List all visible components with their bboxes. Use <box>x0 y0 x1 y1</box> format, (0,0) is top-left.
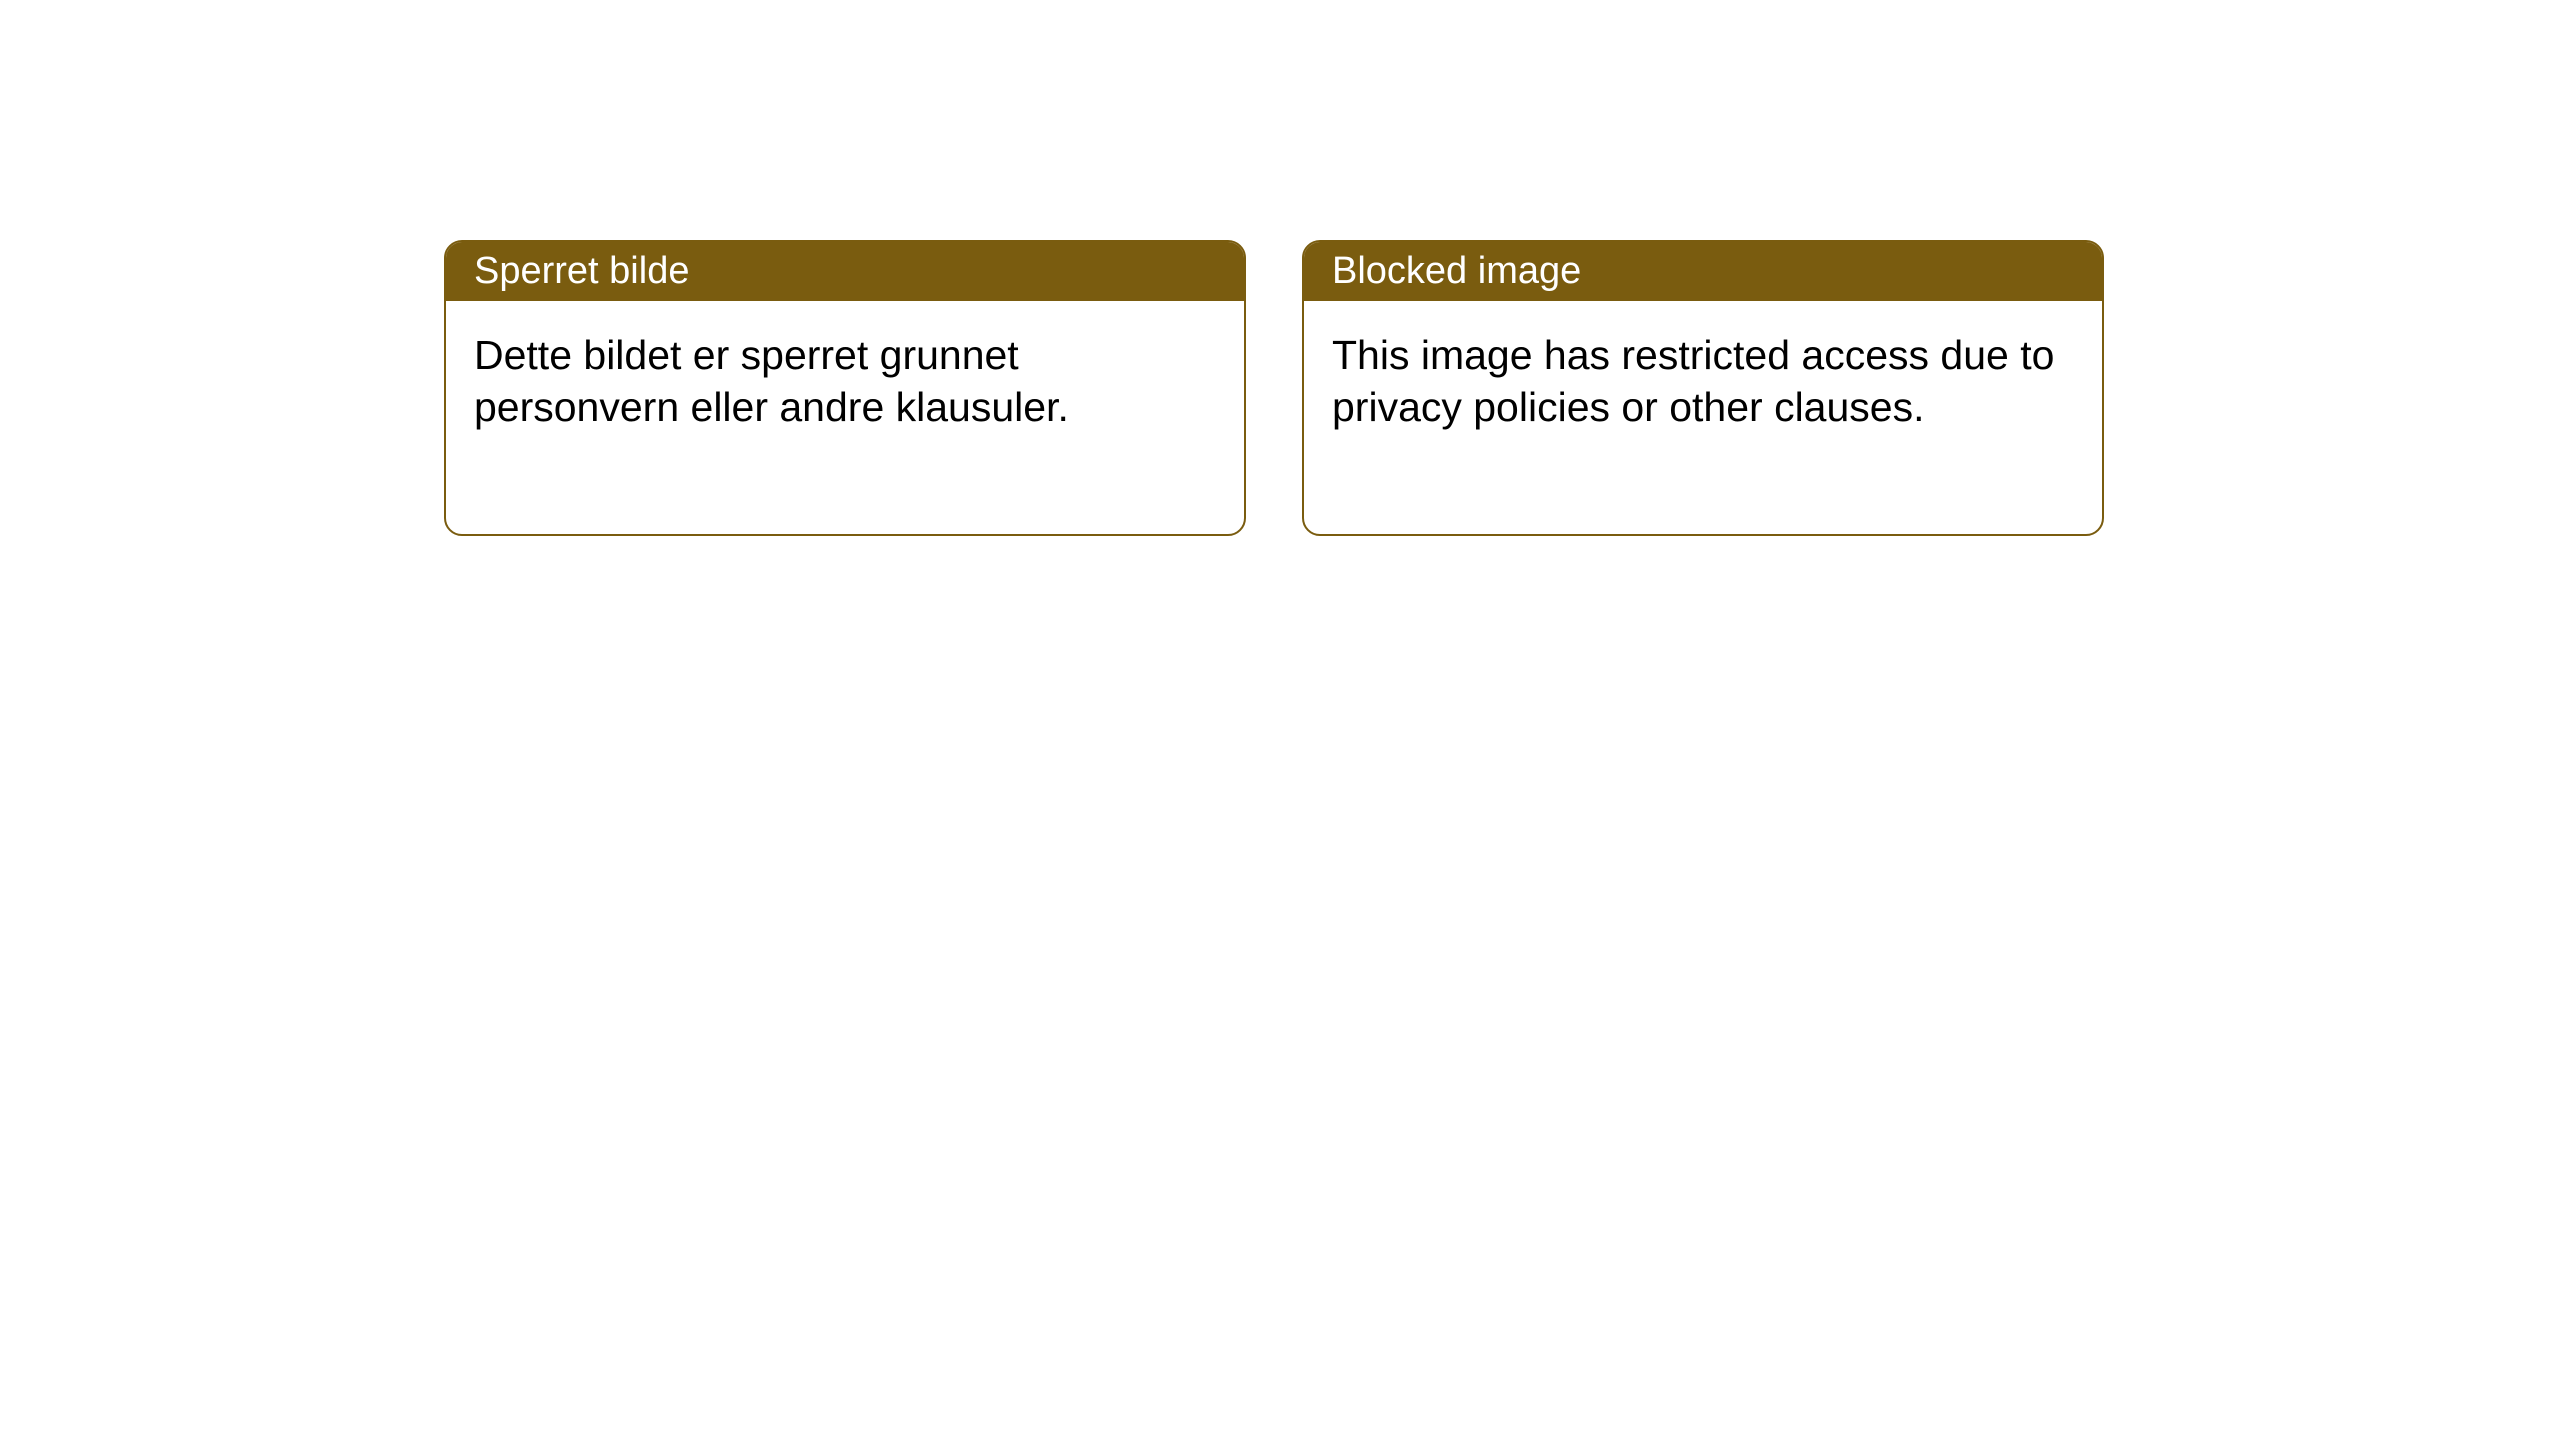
notice-message: Dette bildet er sperret grunnet personve… <box>474 332 1069 430</box>
notice-message: This image has restricted access due to … <box>1332 332 2054 430</box>
notice-header: Sperret bilde <box>446 242 1244 301</box>
notice-body: This image has restricted access due to … <box>1304 301 2102 534</box>
notice-container: Sperret bilde Dette bildet er sperret gr… <box>444 240 2104 536</box>
notice-title: Sperret bilde <box>474 250 689 292</box>
notice-header: Blocked image <box>1304 242 2102 301</box>
notice-title: Blocked image <box>1332 250 1581 292</box>
notice-card-norwegian: Sperret bilde Dette bildet er sperret gr… <box>444 240 1246 536</box>
notice-body: Dette bildet er sperret grunnet personve… <box>446 301 1244 534</box>
notice-card-english: Blocked image This image has restricted … <box>1302 240 2104 536</box>
